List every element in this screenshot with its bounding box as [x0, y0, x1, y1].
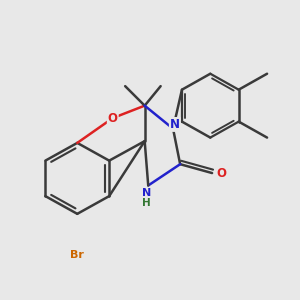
Text: Br: Br — [70, 250, 84, 260]
Text: N: N — [142, 188, 151, 198]
Text: O: O — [108, 112, 118, 124]
Text: N: N — [170, 118, 180, 131]
Text: O: O — [216, 167, 226, 180]
Text: H: H — [142, 197, 151, 208]
